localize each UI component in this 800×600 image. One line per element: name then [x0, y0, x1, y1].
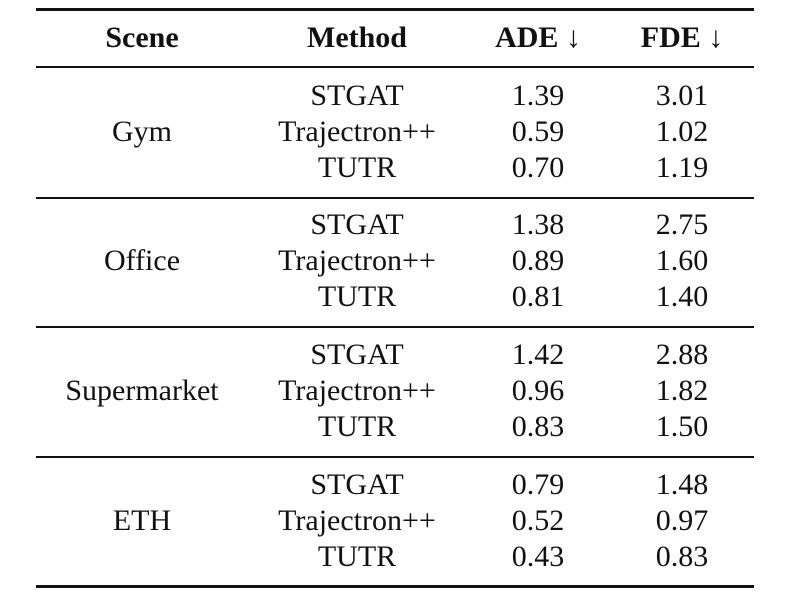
bottom-rule [36, 585, 754, 588]
ade-cell: 0.59 [511, 115, 565, 148]
scene-cell-gym: Gym [112, 115, 172, 148]
method-cell: Trajectron++ [278, 504, 436, 537]
ade-cell: 0.43 [511, 540, 565, 573]
fde-cell: 2.88 [655, 338, 709, 371]
fde-cell: 0.83 [655, 540, 709, 573]
method-cell: Trajectron++ [278, 374, 436, 407]
method-cell: STGAT [310, 208, 404, 241]
header-scene: Scene [105, 21, 179, 54]
method-cell: TUTR [317, 280, 397, 313]
ade-cell: 0.70 [511, 151, 565, 184]
fde-cell: 2.75 [655, 208, 709, 241]
group-rule [36, 456, 754, 458]
ade-cell: 0.81 [511, 280, 565, 313]
scene-cell-eth: ETH [112, 504, 172, 537]
ade-cell: 0.96 [511, 374, 565, 407]
ade-cell: 0.52 [511, 504, 565, 537]
fde-cell: 1.48 [655, 468, 709, 501]
group-rule [36, 326, 754, 328]
scene-cell-office: Office [103, 244, 181, 277]
fde-cell: 0.97 [655, 504, 709, 537]
fde-cell: 1.82 [655, 374, 709, 407]
fde-cell: 1.50 [655, 410, 709, 443]
method-cell: STGAT [310, 79, 404, 112]
method-cell: TUTR [317, 410, 397, 443]
header-fde: FDE ↓ [640, 21, 724, 54]
scene-cell-supermarket: Supermarket [65, 374, 219, 407]
header-method: Method [307, 21, 407, 54]
method-cell: Trajectron++ [278, 115, 436, 148]
ade-cell: 0.79 [511, 468, 565, 501]
fde-cell: 1.40 [655, 280, 709, 313]
method-cell: STGAT [310, 338, 404, 371]
ade-cell: 0.89 [511, 244, 565, 277]
header-ade: ADE ↓ [495, 21, 581, 54]
fde-cell: 1.02 [655, 115, 709, 148]
fde-cell: 3.01 [655, 79, 709, 112]
fde-cell: 1.60 [655, 244, 709, 277]
group-rule [36, 197, 754, 199]
ade-cell: 1.39 [511, 79, 565, 112]
method-cell: TUTR [317, 151, 397, 184]
method-cell: TUTR [317, 540, 397, 573]
ade-cell: 0.83 [511, 410, 565, 443]
ade-cell: 1.38 [511, 208, 565, 241]
header-rule [36, 66, 754, 68]
method-cell: STGAT [310, 468, 404, 501]
ade-cell: 1.42 [511, 338, 565, 371]
fde-cell: 1.19 [655, 151, 709, 184]
method-cell: Trajectron++ [278, 244, 436, 277]
top-rule [36, 8, 754, 11]
